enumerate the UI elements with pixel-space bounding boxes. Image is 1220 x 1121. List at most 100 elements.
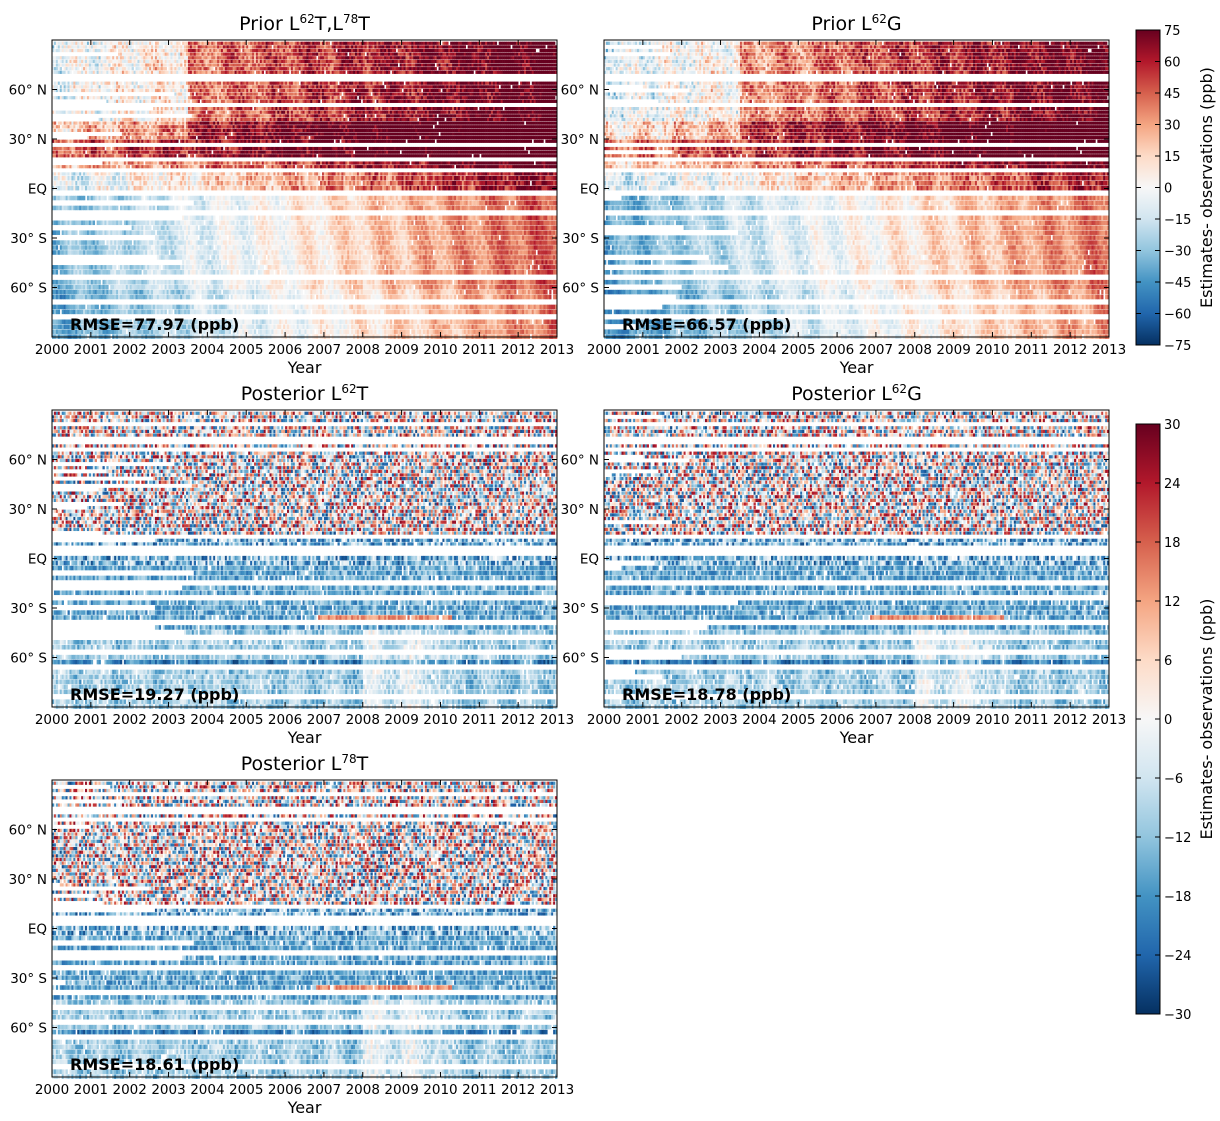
heatmap-cell — [543, 60, 545, 63]
heatmap-cell — [365, 49, 367, 52]
heatmap-cell — [66, 85, 68, 88]
heatmap-cell — [538, 42, 540, 45]
heatmap-cell — [376, 107, 378, 110]
heatmap-cell — [324, 63, 326, 66]
heatmap-cell — [374, 82, 376, 85]
heatmap-cell — [244, 100, 246, 103]
heatmap-cell — [427, 92, 429, 95]
heatmap-cell — [483, 96, 485, 99]
heatmap-cell — [204, 85, 206, 88]
heatmap-cell — [289, 111, 291, 114]
heatmap-cell — [64, 49, 66, 52]
heatmap-cell — [242, 67, 244, 70]
heatmap-cell — [351, 60, 353, 63]
heatmap-cell — [551, 67, 553, 70]
heatmap-cell — [233, 111, 235, 114]
heatmap-cell — [310, 56, 312, 59]
heatmap-cell — [69, 89, 71, 92]
heatmap-cell — [524, 56, 526, 59]
heatmap-cell — [233, 89, 235, 92]
heatmap-cell — [205, 85, 207, 88]
heatmap-cell — [240, 56, 242, 59]
heatmap-cell — [394, 92, 396, 95]
heatmap-cell — [281, 71, 283, 74]
heatmap-cell — [62, 49, 64, 52]
heatmap-cell — [361, 56, 363, 59]
heatmap-cell — [444, 42, 446, 45]
heatmap-cell — [452, 53, 454, 56]
heatmap-cell — [182, 100, 184, 103]
heatmap-cell — [291, 42, 293, 45]
heatmap-cell — [532, 45, 534, 48]
heatmap-cell — [122, 49, 124, 52]
heatmap-cell — [427, 85, 429, 88]
heatmap-cell — [448, 60, 450, 63]
heatmap-cell — [141, 71, 143, 74]
heatmap-cell — [211, 82, 213, 85]
heatmap-cell — [312, 96, 314, 99]
heatmap-cell — [421, 92, 423, 95]
heatmap-cell — [314, 45, 316, 48]
heatmap-cell — [209, 82, 211, 85]
heatmap-cell — [308, 63, 310, 66]
heatmap-cell — [407, 49, 409, 52]
heatmap-cell — [252, 118, 254, 121]
heatmap-cell — [248, 85, 250, 88]
heatmap-cell — [264, 56, 266, 59]
heatmap-cell — [250, 100, 252, 103]
heatmap-cell — [374, 118, 376, 121]
heatmap-cell — [223, 96, 225, 99]
heatmap-cell — [153, 107, 155, 110]
heatmap-cell — [221, 60, 223, 63]
heatmap-cell — [503, 42, 505, 45]
heatmap-cell — [493, 45, 495, 48]
heatmap-cell — [332, 82, 334, 85]
heatmap-cell — [479, 89, 481, 92]
heatmap-cell — [446, 118, 448, 121]
heatmap-cell — [126, 100, 128, 103]
heatmap-cell — [320, 71, 322, 74]
heatmap-cell — [104, 45, 106, 48]
heatmap-cell — [472, 82, 474, 85]
heatmap-cell — [69, 60, 71, 63]
heatmap-cell — [444, 71, 446, 74]
heatmap-cell — [73, 56, 75, 59]
heatmap-cell — [233, 67, 235, 70]
heatmap-cell — [530, 53, 532, 56]
heatmap-cell — [198, 63, 200, 66]
heatmap-cell — [188, 100, 190, 103]
heatmap-cell — [271, 107, 273, 110]
heatmap-cell — [462, 114, 464, 117]
heatmap-cell — [538, 85, 540, 88]
heatmap-cell — [468, 89, 470, 92]
heatmap-cell — [221, 42, 223, 45]
heatmap-cell — [355, 71, 357, 74]
heatmap-cell — [66, 45, 68, 48]
heatmap-cell — [99, 71, 101, 74]
heatmap-cell — [264, 49, 266, 52]
heatmap-cell — [316, 85, 318, 88]
heatmap-cell — [413, 49, 415, 52]
heatmap-cell — [172, 89, 174, 92]
heatmap-cell — [291, 60, 293, 63]
heatmap-cell — [440, 53, 442, 56]
heatmap-cell — [343, 71, 345, 74]
heatmap-cell — [481, 114, 483, 117]
heatmap-cell — [332, 71, 334, 74]
heatmap-cell — [291, 89, 293, 92]
heatmap-cell — [522, 63, 524, 66]
heatmap-cell — [134, 111, 136, 114]
heatmap-cell — [295, 89, 297, 92]
heatmap-cell — [326, 118, 328, 121]
heatmap-cell — [104, 89, 106, 92]
heatmap-cell — [137, 100, 139, 103]
heatmap-cell — [128, 100, 130, 103]
heatmap-cell — [338, 96, 340, 99]
heatmap-cell — [204, 71, 206, 74]
heatmap-cell — [122, 85, 124, 88]
heatmap-cell — [223, 85, 225, 88]
heatmap-cell — [353, 67, 355, 70]
heatmap-cell — [347, 63, 349, 66]
heatmap-cell — [54, 96, 56, 99]
heatmap-cell — [231, 56, 233, 59]
